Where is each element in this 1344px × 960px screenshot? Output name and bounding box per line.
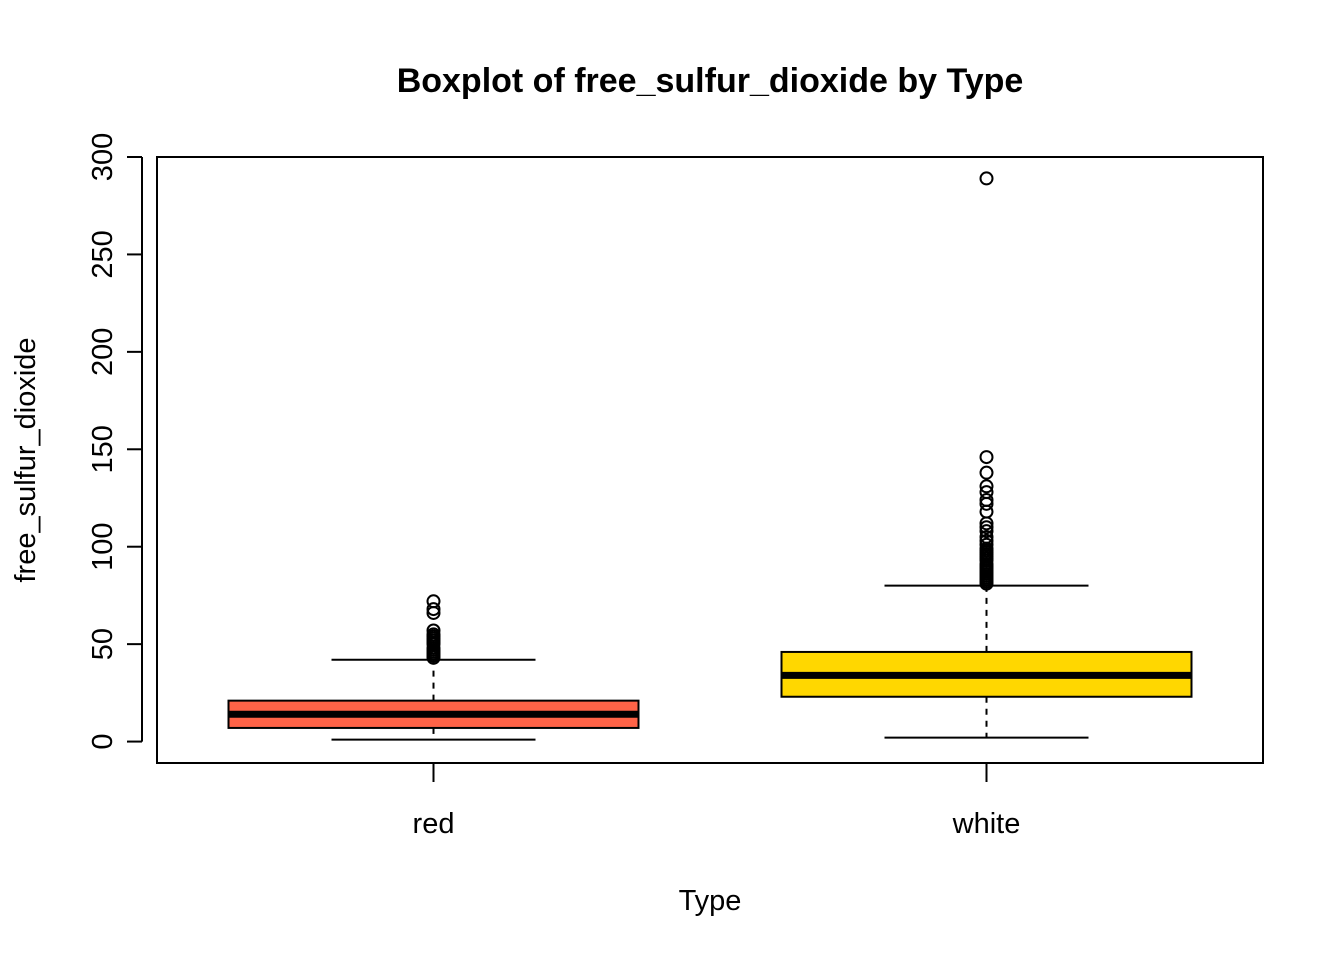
- y-tick-label-250: 250: [87, 230, 119, 278]
- outlier-point-white-29: [979, 465, 994, 480]
- y-tick-label-0: 0: [87, 733, 119, 749]
- y-tick-label-300: 300: [87, 133, 119, 181]
- y-tick-label-150: 150: [87, 425, 119, 473]
- y-tick-label-100: 100: [87, 523, 119, 571]
- outlier-point-white-22: [979, 520, 994, 535]
- x-axis: red white: [413, 763, 1021, 840]
- outlier-point-white-28: [979, 479, 994, 494]
- box-group-red: [227, 594, 640, 741]
- outlier-point-white-31: [979, 171, 994, 186]
- boxes-layer: [227, 171, 1193, 741]
- x-axis-label: Type: [679, 885, 742, 917]
- outlier-point-white-27: [979, 485, 994, 500]
- outlier-point-red-11: [426, 627, 441, 642]
- x-tick-label-white: white: [952, 808, 1021, 840]
- x-tick-label-red: red: [413, 808, 455, 840]
- outlier-point-white-21: [979, 524, 994, 539]
- outlier-point-red-15: [426, 594, 441, 609]
- y-axis-label: free_sulfur_dioxide: [10, 337, 42, 582]
- outlier-point-white-19: [979, 533, 994, 548]
- chart-title: Boxplot of free_sulfur_dioxide by Type: [397, 62, 1024, 100]
- plot-area-frame: [156, 156, 1264, 764]
- outlier-point-white-30: [979, 450, 994, 465]
- outlier-point-white-20: [979, 529, 994, 544]
- y-tick-label-50: 50: [87, 628, 119, 660]
- outlier-point-white-18: [979, 537, 994, 552]
- box-group-white: [780, 171, 1193, 739]
- y-axis: 0 50 100 150 200 250 300: [87, 133, 143, 750]
- y-tick-label-200: 200: [87, 328, 119, 376]
- outlier-point-white-26: [979, 492, 994, 507]
- outlier-point-red-14: [426, 602, 441, 617]
- outlier-point-red-12: [426, 623, 441, 638]
